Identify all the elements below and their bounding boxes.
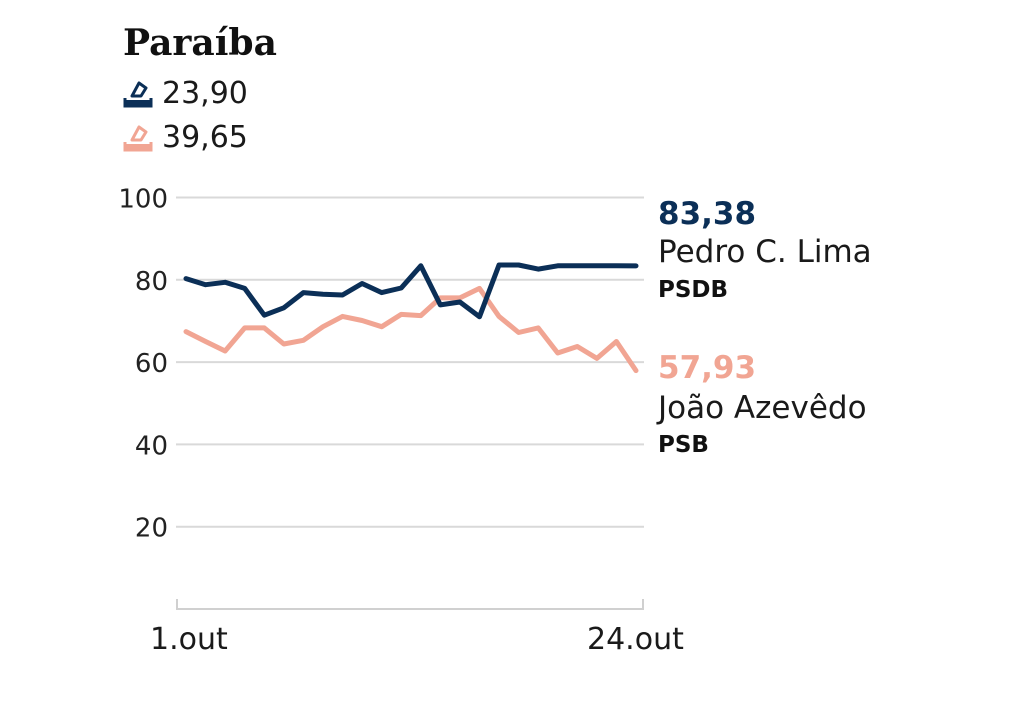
y-tick-label: 20	[135, 514, 168, 544]
series-name-pedro: Pedro C. Lima	[658, 234, 872, 270]
chart-title: Paraíba	[123, 22, 277, 64]
series-party-pedro: PSDB	[658, 277, 729, 303]
ballot-box-icon	[123, 125, 153, 151]
series-name-joao: João Azevêdo	[658, 390, 867, 426]
series-end-value-pedro: 83,38	[658, 196, 757, 232]
series-line-joao	[183, 285, 639, 374]
series-end-value-joao: 57,93	[658, 350, 757, 386]
legend-value: 23,90	[162, 76, 248, 111]
y-tick-label: 80	[135, 267, 168, 297]
legend-entry-1: 23,90	[122, 76, 248, 111]
y-tick-label: 60	[135, 349, 168, 379]
x-tick-label-end: 24.out	[587, 622, 684, 657]
series-party-joao: PSB	[658, 432, 709, 458]
series-line-pedro	[183, 262, 639, 320]
y-tick-label: 40	[135, 431, 168, 461]
x-tick-label-start: 1.out	[150, 622, 228, 657]
y-tick-label: 100	[118, 185, 168, 215]
legend-value: 39,65	[162, 120, 248, 155]
ballot-box-icon	[123, 81, 153, 107]
legend-entry-2: 39,65	[122, 120, 248, 155]
